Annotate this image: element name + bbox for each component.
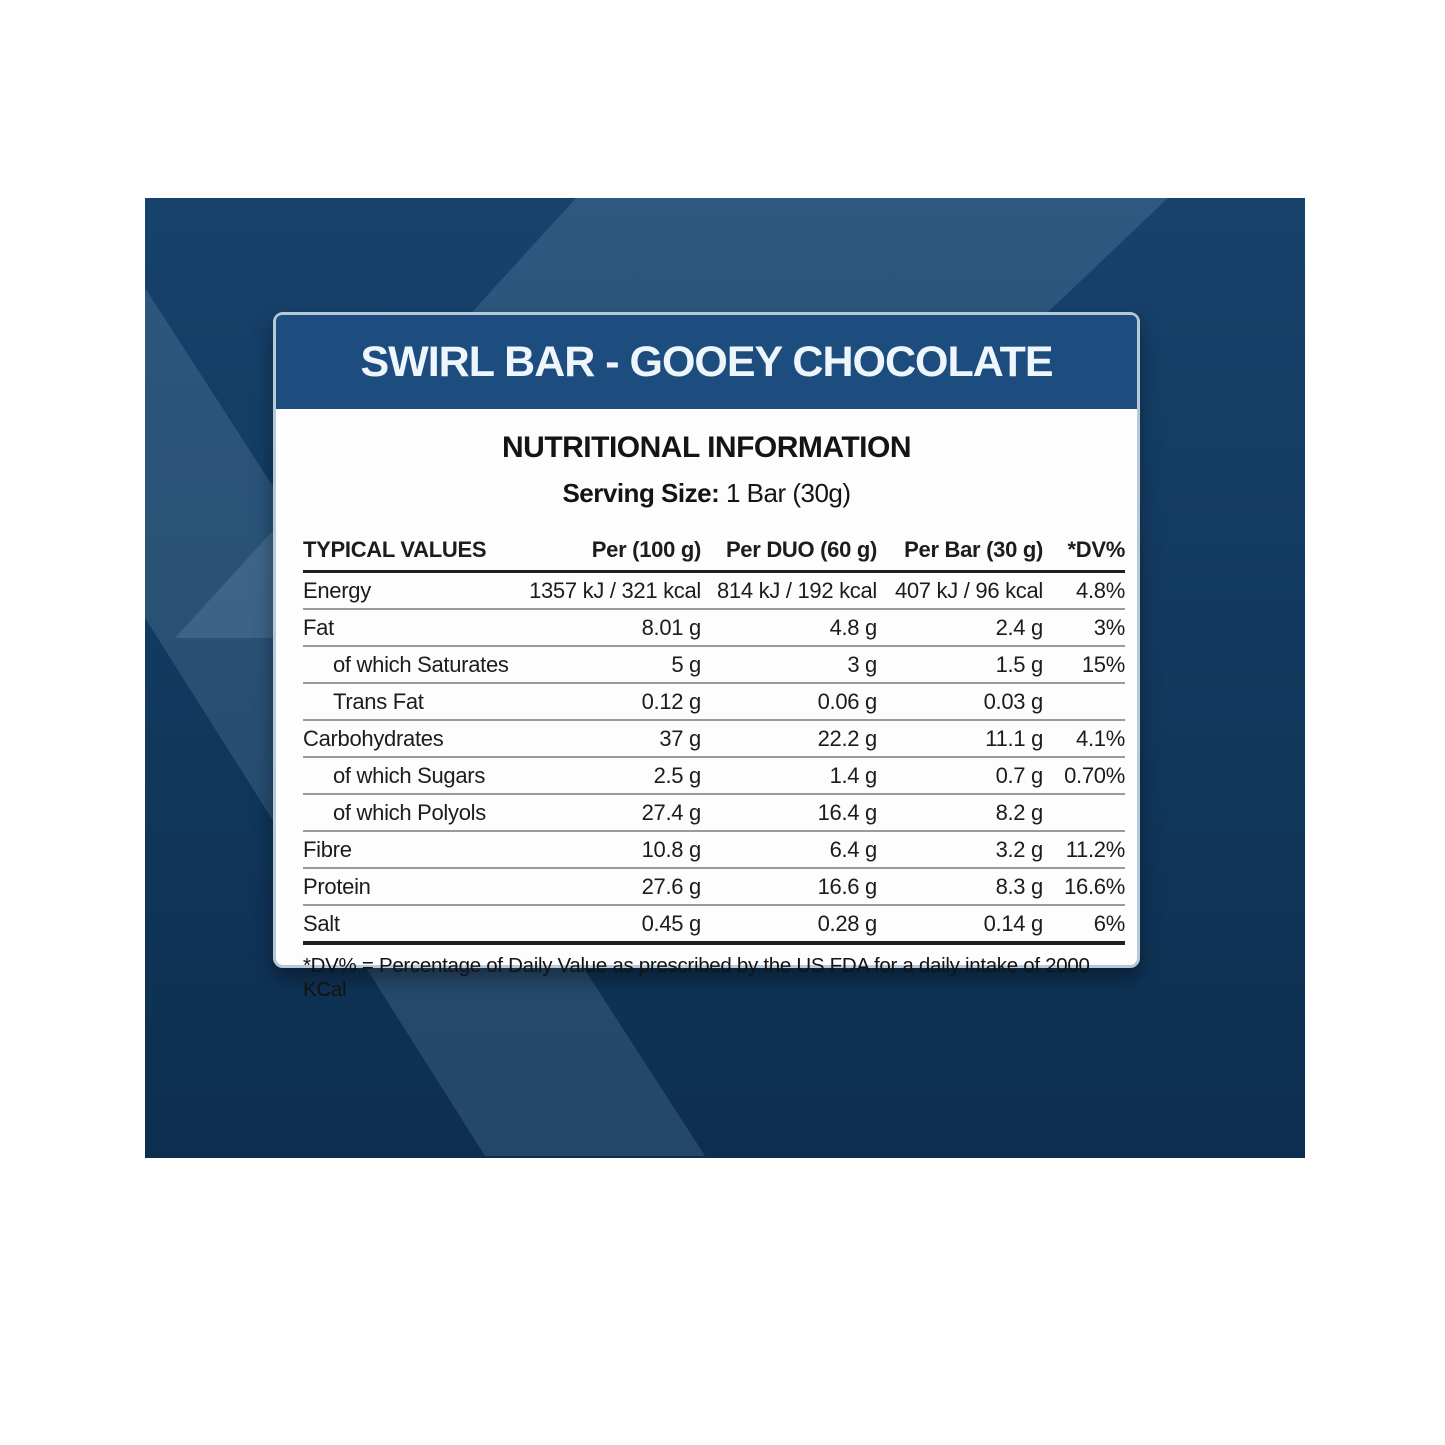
- table-row: Fat 8.01 g 4.8 g 2.4 g 3%: [303, 608, 1125, 647]
- serving-size-value: 1 Bar (30g): [719, 478, 851, 508]
- serving-size-label: Serving Size:: [562, 478, 720, 508]
- cell-dv: 6%: [1043, 904, 1125, 945]
- cell-duo: 22.2 g: [701, 719, 877, 758]
- card-header: SWIRL BAR - GOOEY CHOCOLATE: [276, 315, 1137, 409]
- cell-label: of which Saturates: [303, 645, 523, 684]
- cell-label: Fat: [303, 608, 523, 647]
- nutrition-card: SWIRL BAR - GOOEY CHOCOLATE NUTRITIONAL …: [273, 312, 1140, 1001]
- cell-label: Salt: [303, 904, 523, 945]
- table-row: Protein 27.6 g 16.6 g 8.3 g 16.6%: [303, 867, 1125, 906]
- nutrition-table: TYPICAL VALUES Per (100 g) Per DUO (60 g…: [303, 534, 1125, 945]
- cell-label: of which Sugars: [303, 756, 523, 795]
- dv-footnote: *DV% = Percentage of Daily Value as pres…: [303, 953, 1090, 1001]
- cell-per100: 37 g: [523, 719, 701, 758]
- cell-dv: [1043, 682, 1125, 721]
- cell-bar: 11.1 g: [877, 719, 1043, 758]
- product-title: SWIRL BAR - GOOEY CHOCOLATE: [360, 337, 1053, 386]
- col-header-typical-values: TYPICAL VALUES: [303, 534, 523, 573]
- section-title: NUTRITIONAL INFORMATION: [501, 431, 912, 464]
- cell-per100: 5 g: [523, 645, 701, 684]
- table-body: Energy 1357 kJ / 321 kcal 814 kJ / 192 kca…: [303, 571, 1125, 945]
- cell-per100: 2.5 g: [523, 756, 701, 795]
- cell-per100: 1357 kJ / 321 kcal: [523, 571, 701, 610]
- table-header-row: TYPICAL VALUES Per (100 g) Per DUO (60 g…: [303, 534, 1125, 573]
- cell-duo: 0.28 g: [701, 904, 877, 945]
- cell-bar: 0.03 g: [877, 682, 1043, 721]
- cell-bar: 407 kJ / 96 kcal: [877, 571, 1043, 610]
- cell-bar: 8.2 g: [877, 793, 1043, 832]
- cell-duo: 16.4 g: [701, 793, 877, 832]
- cell-label: Protein: [303, 867, 523, 906]
- cell-duo: 0.06 g: [701, 682, 877, 721]
- cell-bar: 2.4 g: [877, 608, 1043, 647]
- cell-label: Fibre: [303, 830, 523, 869]
- cell-dv: 0.70%: [1043, 756, 1125, 795]
- cell-dv: 11.2%: [1043, 830, 1125, 869]
- cell-label: Carbohydrates: [303, 719, 523, 758]
- cell-per100: 8.01 g: [523, 608, 701, 647]
- brand-panel: SWIRL BAR - GOOEY CHOCOLATE NUTRITIONAL …: [145, 198, 1305, 1158]
- cell-per100: 10.8 g: [523, 830, 701, 869]
- table-row: Energy 1357 kJ / 321 kcal 814 kJ / 192 kca…: [303, 571, 1125, 610]
- cell-duo: 1.4 g: [701, 756, 877, 795]
- table-row: Salt 0.45 g 0.28 g 0.14 g 6%: [303, 904, 1125, 945]
- col-header-per-duo-60g: Per DUO (60 g): [701, 534, 877, 573]
- cell-dv: 3%: [1043, 608, 1125, 647]
- cell-dv: [1043, 793, 1125, 832]
- cell-label: Trans Fat: [303, 682, 523, 721]
- cell-duo: 6.4 g: [701, 830, 877, 869]
- col-header-per-bar-30g: Per Bar (30 g): [877, 534, 1043, 573]
- cell-bar: 0.7 g: [877, 756, 1043, 795]
- cell-per100: 0.45 g: [523, 904, 701, 945]
- cell-per100: 27.4 g: [523, 793, 701, 832]
- cell-dv: 15%: [1043, 645, 1125, 684]
- cell-dv: 4.8%: [1043, 571, 1125, 610]
- serving-size-line: Serving Size: 1 Bar (30g): [276, 478, 1137, 509]
- cell-dv: 4.1%: [1043, 719, 1125, 758]
- cell-bar: 8.3 g: [877, 867, 1043, 906]
- cell-dv: 16.6%: [1043, 867, 1125, 906]
- cell-bar: 1.5 g: [877, 645, 1043, 684]
- table-row: Fibre 10.8 g 6.4 g 3.2 g 11.2%: [303, 830, 1125, 869]
- col-header-per-100g: Per (100 g): [523, 534, 701, 573]
- table-row: of which Polyols 27.4 g 16.4 g 8.2 g: [303, 793, 1125, 832]
- cell-duo: 814 kJ / 192 kcal: [701, 571, 877, 610]
- cell-duo: 3 g: [701, 645, 877, 684]
- table-row: Trans Fat 0.12 g 0.06 g 0.03 g: [303, 682, 1125, 721]
- col-header-dv-percent: *DV%: [1043, 534, 1125, 573]
- cell-label: Energy: [303, 571, 523, 610]
- table-row: of which Sugars 2.5 g 1.4 g 0.7 g 0.70%: [303, 756, 1125, 795]
- cell-bar: 0.14 g: [877, 904, 1043, 945]
- cell-duo: 16.6 g: [701, 867, 877, 906]
- cell-duo: 4.8 g: [701, 608, 877, 647]
- table-row: Carbohydrates 37 g 22.2 g 11.1 g 4.1%: [303, 719, 1125, 758]
- cell-per100: 27.6 g: [523, 867, 701, 906]
- cell-per100: 0.12 g: [523, 682, 701, 721]
- cell-label: of which Polyols: [303, 793, 523, 832]
- cell-bar: 3.2 g: [877, 830, 1043, 869]
